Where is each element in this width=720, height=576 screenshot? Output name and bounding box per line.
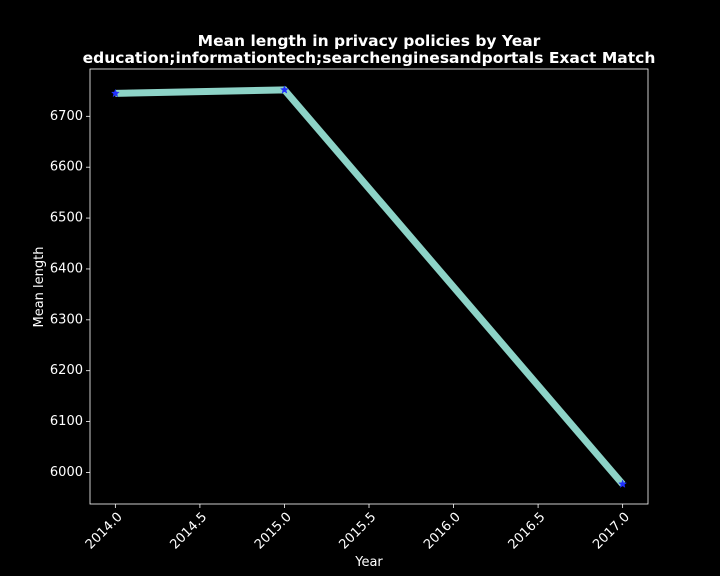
data-point: [279, 85, 289, 94]
chart-title: Mean length in privacy policies by Year: [198, 32, 541, 50]
data-point: [110, 88, 120, 98]
x-axis-label: Year: [354, 555, 383, 570]
y-tick-label: 6500: [50, 211, 83, 226]
y-axis-ticks: 6000 6100 6200 6300 6400 6500 6600 6700: [50, 109, 90, 480]
y-tick-label: 6200: [50, 363, 83, 378]
y-tick-label: 6000: [50, 465, 83, 480]
y-tick-label: 6400: [50, 261, 83, 276]
y-tick-label: 6100: [50, 414, 83, 429]
data-point: [618, 479, 628, 488]
y-tick-label: 6600: [50, 160, 83, 175]
chart-subtitle: education;informationtech;searchenginesa…: [83, 49, 656, 67]
y-axis-label: Mean length: [32, 247, 47, 328]
y-tick-label: 6300: [50, 312, 83, 327]
y-tick-label: 6700: [50, 109, 83, 124]
